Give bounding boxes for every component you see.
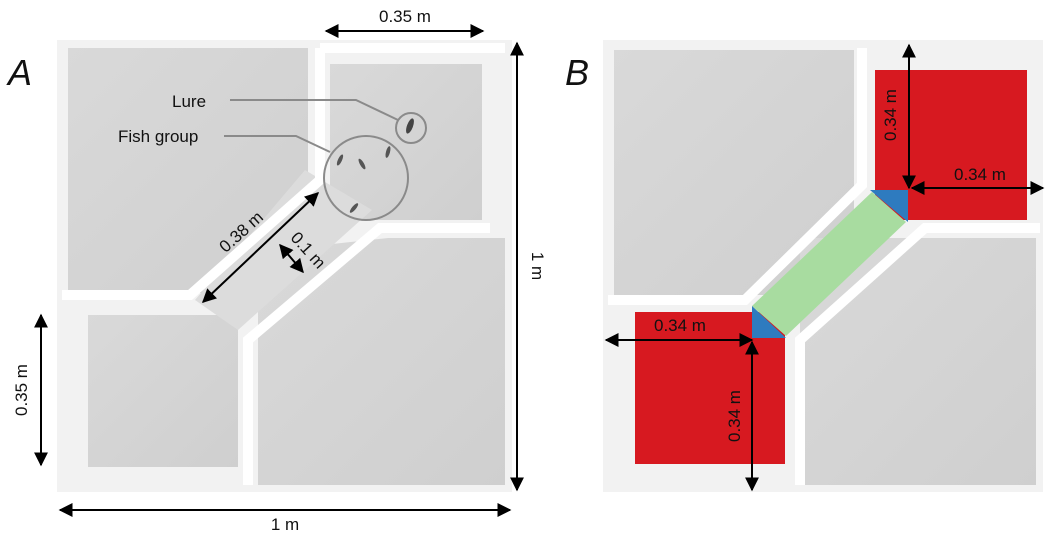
panel-b: B 0.34 m 0.34 m 0.34 m 0.34 m: [565, 40, 1045, 492]
panel-a: A Lure Fish group: [6, 7, 547, 534]
top-room-height-label: 0.34 m: [881, 89, 900, 141]
bottom-room-height-label: 0.34 m: [725, 390, 744, 442]
lure-circle: [395, 112, 427, 144]
lure-marker: [406, 118, 414, 134]
fish-group-label: Fish group: [118, 127, 198, 146]
bottom-entrance-zone: [752, 306, 786, 338]
corridor-zone: [752, 192, 906, 336]
arena-b-walls: [608, 48, 1040, 485]
top-room-width-label-b: 0.34 m: [954, 165, 1006, 184]
bottom-room-width-label: 0.34 m: [654, 316, 706, 335]
lure-label: Lure: [172, 92, 206, 111]
lure-leader: [230, 99, 399, 121]
left-room-height-label: 0.35 m: [12, 364, 31, 416]
top-entrance-zone: [870, 190, 908, 222]
fish-group-circle: [323, 135, 409, 221]
arena-a-floor: [68, 48, 505, 485]
corridor-width-arrow: [279, 243, 304, 274]
panel-a-letter: A: [6, 52, 32, 93]
panel-b-letter: B: [565, 52, 589, 93]
top-room-width-label: 0.35 m: [379, 7, 431, 26]
total-height-label: 1 m: [528, 252, 547, 280]
fish-group-leader: [224, 135, 331, 153]
fish-marks: [336, 146, 391, 213]
corridor-length-arrow: [201, 192, 320, 303]
total-width-label: 1 m: [271, 515, 299, 534]
